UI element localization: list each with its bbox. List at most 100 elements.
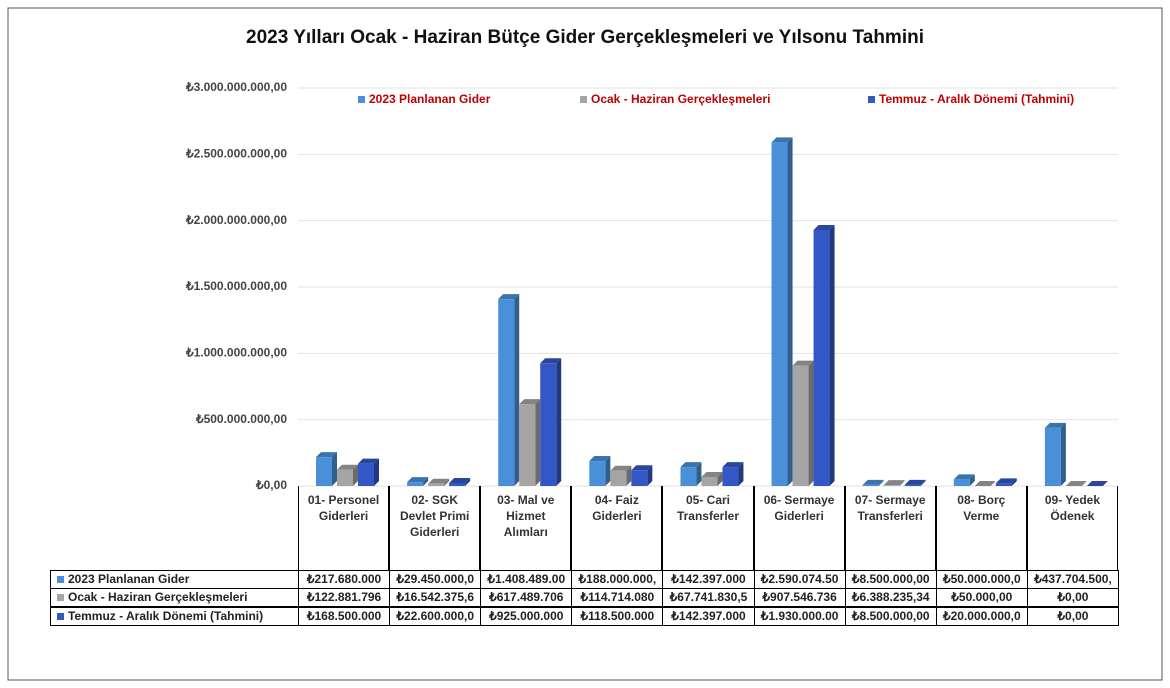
- bar-top: [883, 480, 905, 486]
- table-cell: ₺114.714.080: [571, 588, 664, 607]
- bar: [407, 482, 424, 486]
- legend-label: Ocak - Haziran Gerçekleşmeleri: [591, 92, 770, 106]
- table-cell: ₺142.397.000: [662, 607, 755, 626]
- bar-side: [787, 137, 793, 486]
- bar-side: [353, 464, 358, 486]
- bar-side: [829, 224, 835, 486]
- bar-side: [969, 474, 975, 486]
- table-cell: ₺1.930.000.00: [753, 607, 846, 626]
- bar-side: [920, 479, 926, 486]
- table-cell: ₺8.500.000,00: [844, 570, 937, 589]
- legend-key: [57, 613, 64, 620]
- bar-top: [1086, 481, 1108, 486]
- bar-top: [407, 477, 429, 483]
- bar-top: [680, 462, 702, 468]
- bar-side: [626, 465, 632, 486]
- legend-swatch: [868, 96, 875, 103]
- table-row-header: Temmuz - Aralık Dönemi (Tahmini): [50, 607, 299, 626]
- table-cell: ₺16.542.375,6: [389, 588, 482, 607]
- bar-top: [771, 137, 793, 143]
- chart-title: 2023 Yılları Ocak - Haziran Bütçe Gider …: [246, 27, 924, 48]
- bar: [995, 483, 1012, 486]
- row-label: 2023 Planlanan Gider: [68, 572, 190, 586]
- chart-border: [7, 7, 1163, 681]
- bar-top: [428, 478, 450, 484]
- y-tick-label: ₺2.500.000.000,00: [185, 147, 287, 161]
- category-label: 02- SGK Devlet Primi Giderleri: [389, 486, 481, 570]
- row-label: Ocak - Haziran Gerçekleşmeleri: [68, 590, 248, 604]
- bar-side: [808, 360, 814, 486]
- category-label: 07- Sermaye Transferleri: [844, 486, 936, 570]
- table-cell: ₺188.000.000,: [571, 570, 664, 589]
- bar-top: [337, 464, 358, 470]
- table-cell: ₺617.489.706: [480, 588, 573, 607]
- bar: [953, 479, 970, 486]
- bar-side: [1060, 422, 1066, 486]
- bar-top: [1065, 481, 1087, 486]
- bar: [680, 467, 697, 486]
- bar: [316, 457, 332, 486]
- category-label: 06- Sermaye Giderleri: [753, 486, 845, 570]
- bar-top: [358, 458, 379, 464]
- table-cell: ₺142.397.000: [662, 570, 755, 589]
- bar-side: [332, 452, 337, 486]
- bar: [428, 483, 445, 486]
- table-cell: ₺217.680.000: [298, 570, 391, 589]
- bar: [540, 363, 557, 486]
- bar: [701, 477, 718, 486]
- y-tick-label: ₺0,00: [255, 478, 287, 492]
- bar: [862, 484, 879, 486]
- legend-label: 2023 Planlanan Gider: [369, 92, 491, 106]
- bar: [792, 365, 809, 486]
- bar-top: [1044, 422, 1066, 428]
- bar-top: [722, 462, 744, 468]
- bar-top: [316, 452, 337, 458]
- bar-side: [423, 477, 429, 486]
- table-cell: ₺122.881.796: [298, 588, 391, 607]
- bar: [610, 470, 627, 486]
- legend-key: [57, 576, 64, 583]
- table-cell: ₺925.000.000: [480, 607, 573, 626]
- bar: [337, 469, 353, 486]
- table-cell: ₺67.741.830,5: [662, 588, 755, 607]
- y-tick-label: ₺3.000.000.000,00: [185, 80, 287, 94]
- bar-top: [610, 465, 632, 471]
- bar: [498, 299, 515, 486]
- table-cell: ₺2.590.074.50: [753, 570, 846, 589]
- table-cell: ₺8.500.000,00: [844, 607, 937, 626]
- category-label: 09- Yedek Ödenek: [1026, 486, 1118, 570]
- bar-side: [514, 294, 520, 486]
- bar-side: [899, 480, 905, 486]
- bar: [883, 485, 900, 486]
- table-cell: ₺50.000.000,0: [935, 570, 1028, 589]
- bar-side: [605, 456, 611, 486]
- bar-side: [738, 462, 744, 486]
- bar: [813, 229, 830, 486]
- table-cell: ₺29.450.000,0: [389, 570, 482, 589]
- bar: [358, 463, 374, 486]
- bar-top: [631, 465, 653, 471]
- bar-side: [990, 480, 996, 486]
- legend-key: [57, 594, 64, 601]
- y-tick-label: ₺1.500.000.000,00: [185, 279, 287, 293]
- bar: [1044, 427, 1061, 486]
- table-cell: ₺118.500.000: [571, 607, 664, 626]
- bar-side: [647, 465, 653, 486]
- bar-side: [1011, 478, 1017, 486]
- bar: [722, 467, 739, 486]
- y-tick-label: ₺500.000.000,00: [195, 412, 287, 426]
- category-label: 04- Faiz Giderleri: [571, 486, 663, 570]
- bar: [589, 461, 606, 486]
- bar-top: [862, 479, 884, 485]
- bar-top: [498, 294, 520, 300]
- bar-side: [717, 472, 723, 486]
- y-tick-label: ₺1.000.000.000,00: [185, 346, 287, 360]
- bar-side: [878, 479, 884, 486]
- bar: [631, 470, 648, 486]
- bar-top: [701, 472, 723, 478]
- bar-side: [465, 478, 471, 486]
- bar: [904, 484, 921, 486]
- legend-swatch: [580, 96, 587, 103]
